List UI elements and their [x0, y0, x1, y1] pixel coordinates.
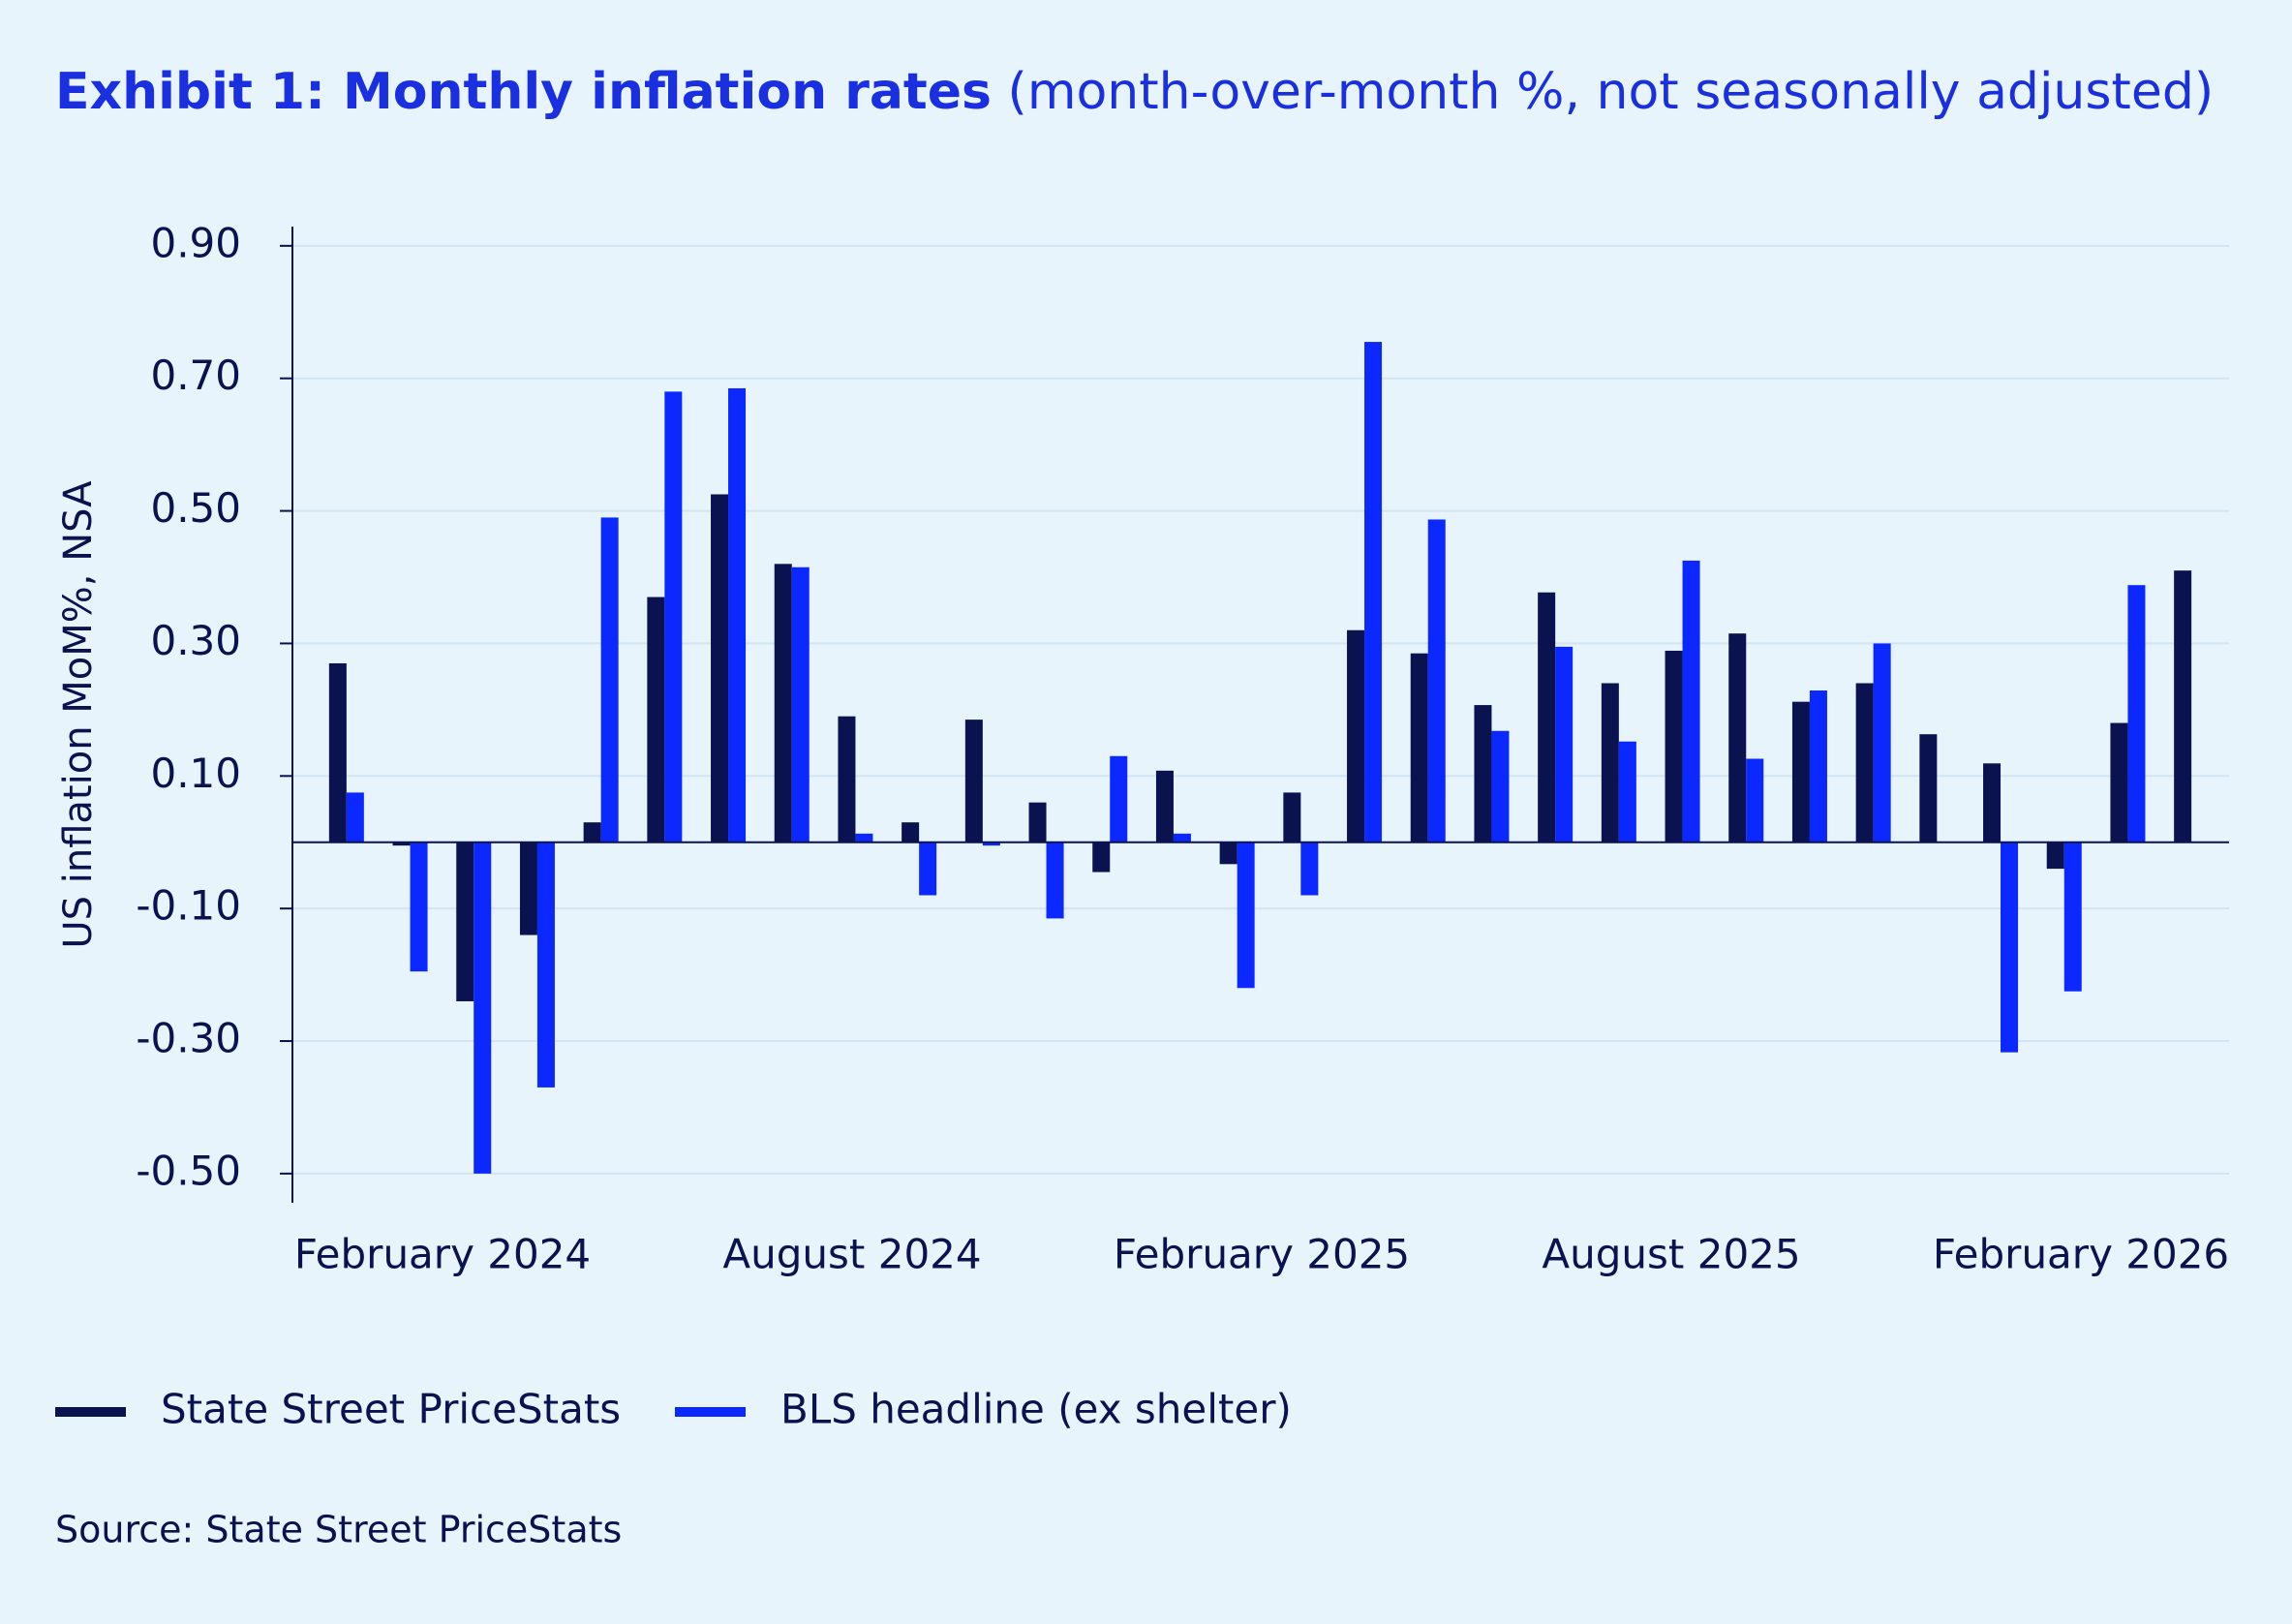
bar	[2063, 842, 2082, 992]
bar	[838, 716, 856, 843]
bar	[583, 822, 601, 843]
x-tick-label: February 2024	[294, 1231, 591, 1278]
bar	[791, 567, 810, 843]
bar	[1983, 763, 2002, 843]
bar	[1219, 842, 1238, 865]
bar	[2046, 842, 2064, 870]
bar	[2127, 585, 2146, 843]
bar	[1809, 690, 1827, 843]
bar	[711, 494, 729, 843]
bar	[2174, 570, 2192, 843]
source: Source: State Street PriceStats	[55, 1509, 622, 1551]
y-tick-label: 0.10	[150, 750, 241, 797]
bar	[774, 564, 792, 843]
bar	[600, 517, 619, 843]
bar	[474, 842, 492, 1174]
legend-label: BLS headline (ex shelter)	[780, 1386, 1292, 1433]
bar	[964, 720, 983, 843]
bar	[1173, 833, 1191, 843]
bar	[1046, 842, 1064, 919]
bar	[664, 391, 683, 843]
bar	[1855, 683, 1874, 843]
x-tick-label: February 2026	[1933, 1231, 2229, 1278]
y-tick-label: 0.50	[150, 484, 241, 532]
bar	[1347, 629, 1365, 843]
y-tick-label: 0.30	[150, 617, 241, 664]
y-tick-label: 0.90	[150, 219, 241, 266]
bar	[1873, 643, 1891, 843]
bar	[728, 387, 747, 843]
x-tick-label: August 2025	[1542, 1231, 1800, 1278]
y-tick-label: -0.10	[136, 882, 241, 930]
y-tick-label: 0.70	[150, 352, 241, 399]
bar	[1491, 730, 1510, 843]
bar	[855, 833, 873, 843]
bar	[1364, 342, 1383, 843]
x-tick-label: February 2025	[1114, 1231, 1410, 1278]
bar	[1601, 683, 1619, 843]
bar	[1618, 741, 1636, 843]
bar	[1665, 650, 1683, 843]
bar	[1028, 802, 1047, 843]
title-main: Exhibit 1: Monthly inflation rates	[55, 63, 992, 121]
bar	[982, 842, 1000, 846]
bar	[902, 822, 920, 843]
bar	[519, 842, 537, 935]
bar	[392, 842, 411, 846]
bar	[1300, 842, 1319, 896]
bar	[1474, 705, 1492, 843]
bar	[1555, 646, 1574, 843]
bar	[1110, 755, 1128, 843]
bar	[536, 842, 555, 1088]
bar	[456, 842, 474, 1001]
bar	[919, 842, 937, 896]
chart-title: Exhibit 1: Monthly inflation rates (mont…	[55, 63, 2214, 121]
bar	[1538, 592, 1556, 843]
bar	[1283, 792, 1301, 843]
bar	[2001, 842, 2019, 1053]
bar	[1746, 758, 1764, 843]
bar	[1155, 770, 1174, 843]
subtitle: (month-over-month %, not seasonally adju…	[1008, 63, 2215, 121]
bar	[1919, 734, 1938, 843]
bar	[1791, 701, 1810, 843]
x-tick-label: August 2024	[722, 1231, 981, 1278]
bar	[410, 842, 428, 972]
bar	[1427, 519, 1446, 843]
bar	[1682, 560, 1700, 843]
y-tick-label: -0.30	[136, 1015, 241, 1062]
bar	[1237, 842, 1255, 989]
bar	[346, 792, 364, 843]
y-tick-label: -0.50	[136, 1147, 241, 1194]
bar	[328, 662, 347, 843]
bar	[2110, 722, 2128, 843]
bar	[1728, 633, 1747, 843]
bar	[1410, 653, 1428, 843]
bar	[647, 597, 665, 843]
y-axis-label: US inflation MoM%, NSA	[56, 480, 101, 949]
legend-label: State Street PriceStats	[161, 1386, 621, 1433]
bar	[1092, 842, 1111, 873]
